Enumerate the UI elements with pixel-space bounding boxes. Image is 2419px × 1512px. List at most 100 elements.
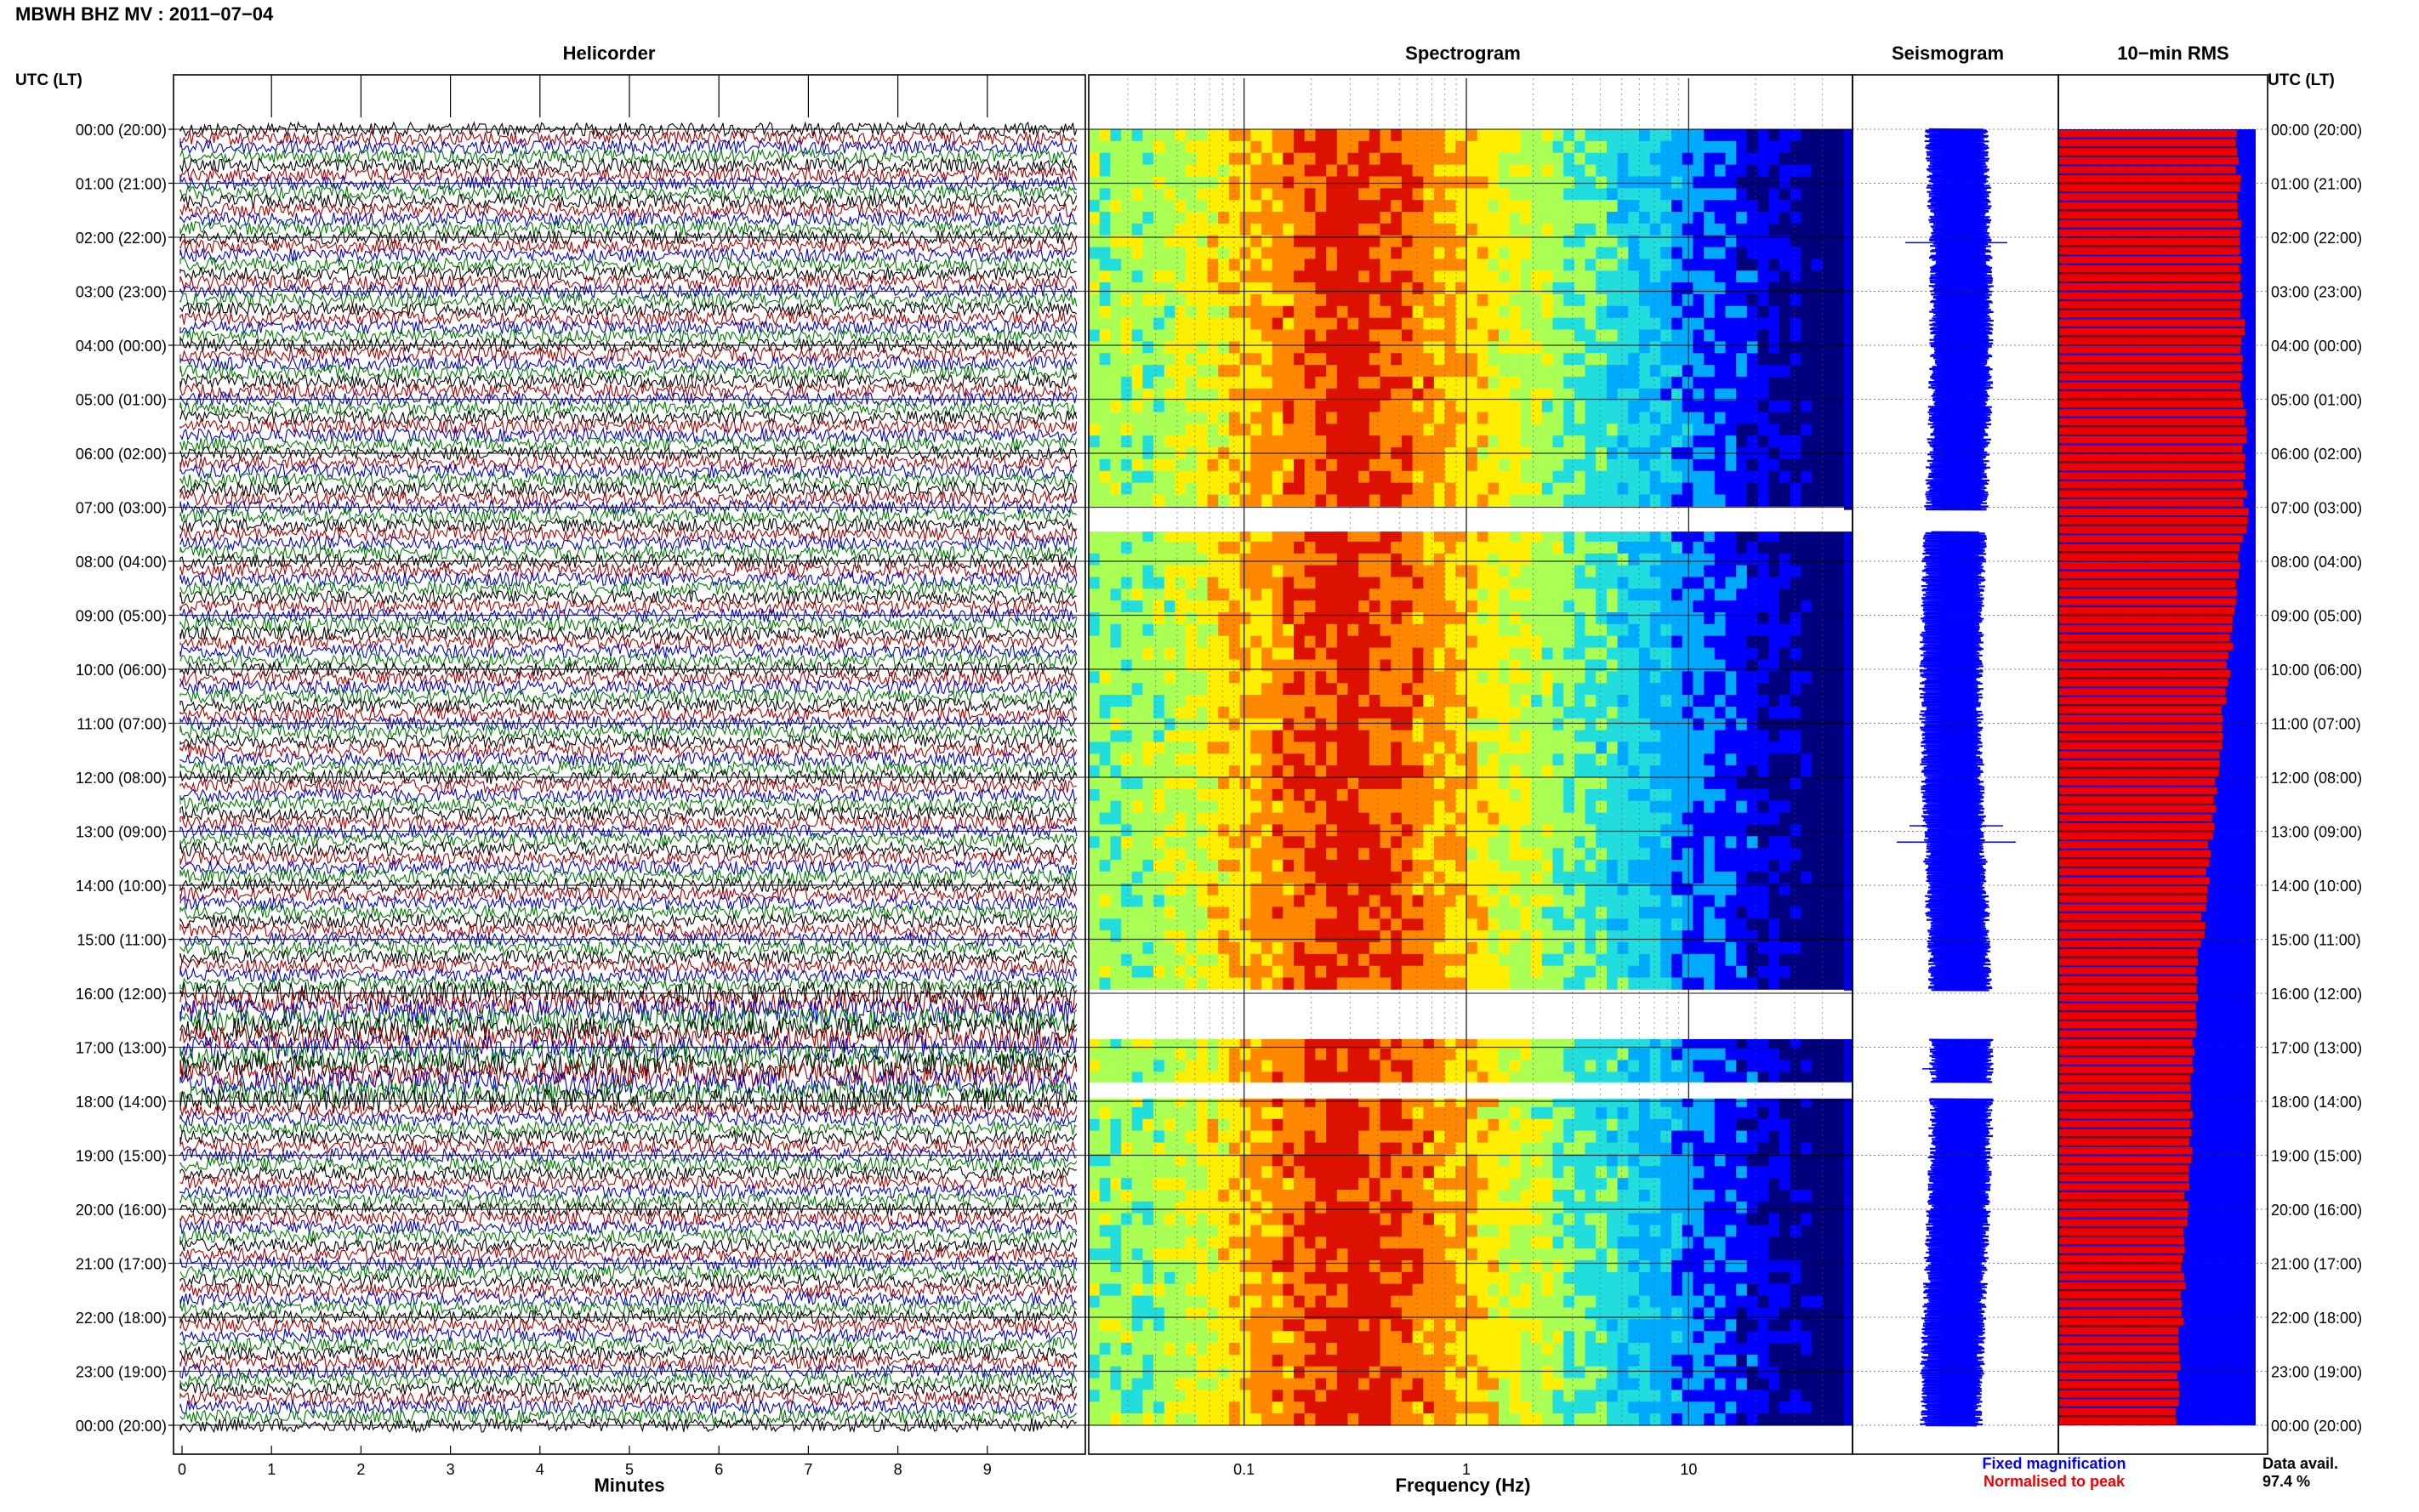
spectrogram-cell bbox=[1714, 341, 1727, 354]
spectrogram-cell bbox=[1272, 152, 1283, 165]
spectrogram-cell bbox=[1121, 742, 1133, 754]
spectrogram-cell bbox=[1110, 412, 1122, 424]
spectrogram-cell bbox=[1089, 683, 1101, 696]
helicorder-trace bbox=[179, 679, 1078, 696]
spectrogram-cell bbox=[1704, 883, 1716, 895]
spectrogram-cell bbox=[1628, 353, 1640, 366]
spectrogram-cell bbox=[1207, 317, 1219, 330]
spectrogram-cell bbox=[1131, 294, 1143, 307]
spectrogram-cell bbox=[1574, 671, 1586, 684]
spectrogram-cell bbox=[1617, 223, 1629, 236]
spectrogram-cell bbox=[1186, 341, 1198, 354]
spectrogram-cell bbox=[1315, 470, 1327, 484]
spectrogram-cell bbox=[1401, 695, 1414, 708]
spectrogram-cell bbox=[1790, 671, 1801, 684]
spectrogram-cell bbox=[1790, 953, 1801, 967]
spectrogram-cell bbox=[1196, 647, 1209, 660]
spectrogram-cell bbox=[1250, 871, 1262, 884]
spectrogram-cell bbox=[1757, 212, 1769, 225]
spectrogram-cell bbox=[1499, 494, 1511, 507]
spectrogram-cell bbox=[1822, 565, 1834, 577]
spectrogram-cell bbox=[1250, 259, 1262, 271]
spectrogram-cell bbox=[1682, 742, 1693, 754]
spectrogram-cell bbox=[1455, 176, 1467, 189]
spectrogram-cell bbox=[1746, 140, 1759, 154]
spectrogram-cell bbox=[1099, 742, 1111, 754]
spectrogram-cell bbox=[1110, 176, 1122, 189]
spectrogram-cell bbox=[1110, 612, 1122, 625]
spectrogram-cell bbox=[1488, 800, 1500, 813]
spectrogram-cell bbox=[1164, 871, 1176, 884]
spectrogram-cell bbox=[1099, 412, 1111, 424]
spectrogram-cell bbox=[1520, 730, 1532, 742]
spectrogram-cell bbox=[1801, 423, 1813, 436]
spectrogram-cell bbox=[1110, 458, 1122, 472]
spectrogram-cell bbox=[1660, 883, 1672, 895]
spectrogram-cell bbox=[1401, 470, 1414, 484]
spectrogram-cell bbox=[1304, 577, 1316, 589]
spectrogram-cell bbox=[1175, 647, 1187, 660]
helicorder-trace bbox=[179, 1245, 1077, 1263]
spectrogram-cell bbox=[1369, 812, 1381, 825]
spectrogram-cell bbox=[1768, 270, 1780, 283]
spectrogram-cell bbox=[1207, 930, 1219, 943]
spectrogram-cell bbox=[1239, 329, 1251, 342]
spectrogram-cell bbox=[1186, 777, 1198, 790]
helicorder-trace bbox=[179, 1335, 1078, 1353]
spectrogram-cell bbox=[1628, 200, 1640, 213]
spectrogram-cell bbox=[1596, 365, 1608, 378]
spectrogram-cell bbox=[1089, 305, 1101, 319]
spectrogram-cell bbox=[1455, 647, 1467, 660]
spectrogram-cell bbox=[1671, 907, 1683, 919]
spectrogram-cell bbox=[1315, 623, 1327, 637]
spectrogram-cell bbox=[1606, 140, 1619, 154]
spectrogram-cell bbox=[1552, 588, 1564, 601]
spectrogram-cell bbox=[1714, 706, 1727, 719]
helicorder-trace bbox=[179, 129, 1078, 147]
spectrogram-cell bbox=[1186, 788, 1198, 802]
spectrogram-cell bbox=[1649, 470, 1661, 484]
spectrogram-cell bbox=[1391, 765, 1403, 778]
spectrogram-cell bbox=[1099, 129, 1111, 142]
spectrogram-cell bbox=[1541, 329, 1554, 342]
spectrogram-cell bbox=[1380, 458, 1392, 472]
spectrogram-cell bbox=[1746, 458, 1759, 472]
spectrogram-cell bbox=[1294, 376, 1306, 389]
spectrogram-cell bbox=[1326, 824, 1338, 837]
spectrogram-cell bbox=[1412, 577, 1424, 589]
spectrogram-cell bbox=[1541, 777, 1554, 790]
spectrogram-cell bbox=[1089, 400, 1101, 412]
spectrogram-cell bbox=[1326, 235, 1338, 247]
spectrogram-cell bbox=[1833, 188, 1845, 201]
spectrogram-cell bbox=[1380, 530, 1392, 543]
spectrogram-cell bbox=[1617, 612, 1629, 625]
spectrogram-cell bbox=[1239, 412, 1251, 424]
spectrogram-cell bbox=[1196, 671, 1209, 684]
spectrogram-cell bbox=[1552, 812, 1564, 825]
spectrogram-cell bbox=[1736, 458, 1748, 472]
spectrogram-cell bbox=[1175, 765, 1187, 778]
spectrogram-cell bbox=[1541, 824, 1554, 837]
spectrogram-cell bbox=[1563, 140, 1575, 154]
spectrogram-cell bbox=[1704, 541, 1716, 554]
spectrogram-cell bbox=[1822, 423, 1834, 436]
spectrogram-cell bbox=[1401, 907, 1414, 919]
spectrogram-cell bbox=[1423, 800, 1435, 813]
spectrogram-cell bbox=[1347, 494, 1359, 507]
spectrogram-cell bbox=[1089, 706, 1101, 719]
spectrogram-cell bbox=[1779, 353, 1791, 366]
spectrogram-cell bbox=[1649, 152, 1661, 165]
spectrogram-cell bbox=[1272, 530, 1283, 543]
spectrogram-cell bbox=[1142, 965, 1154, 978]
spectrogram-cell bbox=[1175, 365, 1187, 378]
spectrogram-cell bbox=[1089, 623, 1101, 637]
spectrogram-cell bbox=[1186, 435, 1198, 448]
spectrogram-cell bbox=[1336, 530, 1349, 543]
spectrogram-cell bbox=[1606, 860, 1619, 873]
spectrogram-cell bbox=[1768, 765, 1780, 778]
spectrogram-cell bbox=[1164, 353, 1176, 366]
spectrogram-cell bbox=[1131, 683, 1143, 696]
spectrogram-cell bbox=[1714, 647, 1727, 660]
spectrogram-cell bbox=[1660, 341, 1672, 354]
spectrogram-cell bbox=[1746, 435, 1759, 448]
